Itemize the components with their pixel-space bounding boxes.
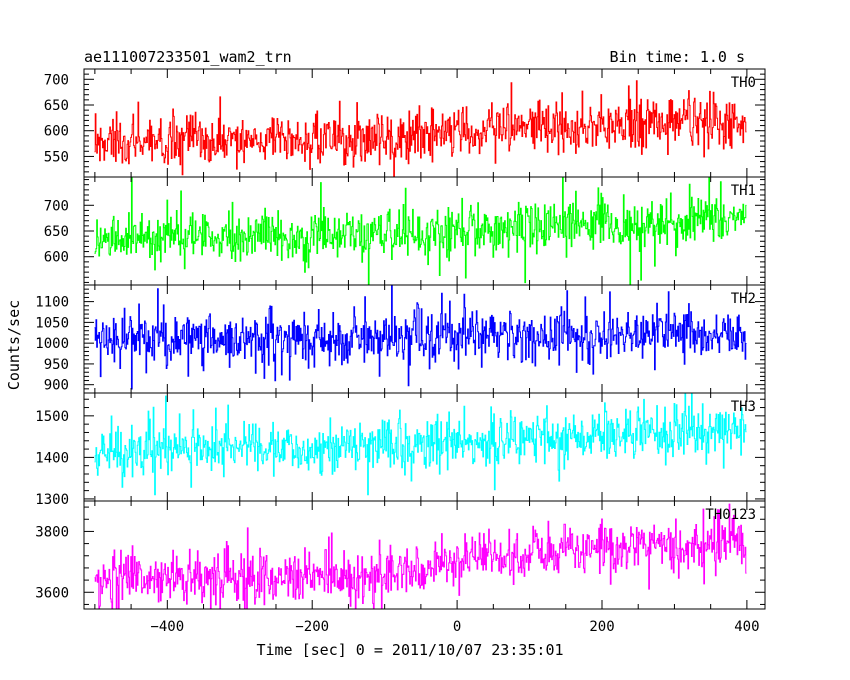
panel-th0: 550 600 650 700 TH0 [44,68,766,178]
bin-time-label: Bin time: 1.0 s [610,48,745,66]
y-tick-label: 1300 [35,492,69,508]
chart-title: ae111007233501_wam2_trn [84,48,292,66]
y-tick-label: 950 [44,357,69,373]
y-tick-label: 1100 [35,295,69,311]
x-tick-label: −200 [295,619,329,635]
y-tick-label: 600 [44,250,69,266]
y-axis-label: Counts/sec [5,300,23,390]
y-tick-label: 3800 [35,524,69,540]
x-tick-label: −400 [150,619,184,635]
y-tick-label: 3600 [35,585,69,601]
x-tick-label: 400 [734,619,759,635]
panel-th0123: 3600 3800 TH0123 −400 −200 0 200 400 [35,500,766,635]
y-tick-label: 600 [44,124,69,140]
y-tick-label: 900 [44,378,69,394]
series-label-th3: TH3 [731,399,756,415]
y-tick-label: 700 [44,72,69,88]
y-tick-label: 1500 [35,409,69,425]
series-line-th3 [94,393,747,496]
y-tick-label: 1400 [35,450,69,466]
panel-th3: 1300 1400 1500 TH3 [35,392,766,508]
series-label-th2: TH2 [731,291,756,307]
y-tick-label: 650 [44,98,69,114]
series-line-th0 [94,80,747,177]
y-tick-label: 1000 [35,336,69,352]
series-line-th1 [94,177,747,285]
x-axis-label: Time [sec] 0 = 2011/10/07 23:35:01 [256,641,563,659]
panel-th1: 600 650 700 TH1 [44,176,766,286]
panels-group: 550 600 650 700 TH0 600 650 700 TH1 900 950 1000 105… [35,68,766,635]
panel-th2: 900 950 1000 1050 1100 TH2 [35,284,766,394]
series-line-th0123 [94,503,747,609]
y-tick-label: 550 [44,149,69,165]
y-tick-label: 700 [44,198,69,214]
x-tick-label: 0 [453,619,461,635]
y-tick-label: 650 [44,224,69,240]
series-label-th0123: TH0123 [705,507,756,523]
x-tick-label: 200 [589,619,614,635]
series-line-th2 [94,285,747,390]
series-label-th0: TH0 [731,75,756,91]
panel-frame [83,500,766,610]
y-tick-label: 1050 [35,315,69,331]
series-label-th1: TH1 [731,183,756,199]
